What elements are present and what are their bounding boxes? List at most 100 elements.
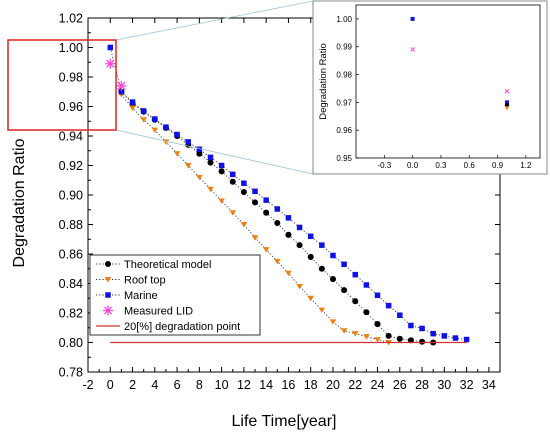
legend-item-measured: Measured LID	[103, 305, 193, 318]
legend-label: Roof top	[124, 275, 166, 287]
x-tick-label: 18	[304, 378, 318, 392]
legend-marker	[104, 277, 112, 283]
x-tick-label: 2	[129, 378, 136, 392]
y-tick-label: 0.86	[59, 248, 83, 262]
rooftop-point	[273, 258, 281, 265]
x-tick-label: -2	[82, 378, 93, 392]
marine-point	[441, 333, 448, 339]
marine-point	[452, 335, 459, 341]
marine-point	[196, 146, 203, 153]
x-tick-label: 14	[259, 378, 273, 392]
marine-point	[241, 180, 247, 186]
marine-point	[129, 99, 136, 105]
marine-point	[419, 325, 425, 332]
legend-label: Marine	[124, 290, 158, 302]
marine-point	[408, 322, 414, 329]
theoretical-point	[296, 242, 303, 249]
rooftop-point	[218, 198, 225, 204]
x-axis-label: Life Time[year]	[232, 413, 337, 430]
legend-marker	[105, 292, 111, 298]
rooftop-point	[262, 247, 270, 253]
legend-marker	[103, 305, 113, 316]
y-tick-label: 0.80	[59, 336, 83, 350]
theoretical-point	[407, 337, 414, 344]
legend-label: Theoretical model	[124, 259, 211, 271]
rooftop-point	[196, 174, 203, 181]
rooftop-point	[251, 235, 259, 241]
marine-point	[174, 131, 180, 138]
marine-point	[307, 233, 314, 240]
inset-x-tick-label: 0.0	[407, 161, 419, 170]
series-marine	[107, 44, 470, 343]
marine-point	[185, 139, 191, 145]
measured-point	[116, 80, 127, 91]
inset-frame	[355, 4, 541, 159]
theoretical-point	[396, 335, 403, 342]
legend-box	[89, 254, 261, 336]
x-tick-label: 12	[237, 378, 251, 392]
rooftop-point	[140, 117, 147, 123]
rooftop-point	[240, 222, 248, 228]
inset-chart: -0.3 0.0 0.3 0.6 0.9 1.2 0.95 0.96 0.97 0.98 0.99 1…	[312, 0, 548, 175]
y-axis-label: Degradation Ratio	[11, 138, 28, 267]
y-tick-label: 0.92	[59, 159, 83, 173]
rooftop-point	[374, 337, 381, 343]
marine-point	[341, 261, 347, 268]
theoretical-point	[285, 231, 292, 238]
inset-measured-point	[410, 47, 415, 52]
theoretical-point	[218, 168, 225, 175]
theoretical-point	[274, 220, 281, 227]
y-tick-label: 0.96	[59, 100, 83, 114]
x-tick-label: 20	[326, 378, 340, 392]
marine-point	[296, 224, 303, 231]
inset-x-tick-label: 0.9	[492, 161, 504, 170]
theoretical-point	[419, 338, 426, 345]
theoretical-point	[318, 265, 325, 272]
theoretical-point	[374, 321, 381, 328]
legend-item-rooftop: Roof top	[96, 275, 166, 287]
theoretical-point	[341, 287, 348, 294]
y-tick-label: 0.88	[59, 218, 83, 232]
rooftop-point	[340, 328, 348, 334]
y-tick-label: 1.02	[59, 12, 83, 26]
x-tick-label: 24	[371, 378, 385, 392]
x-tick-label: 32	[460, 378, 474, 392]
inset-y-axis-label: Degradation Ratio	[318, 43, 329, 120]
legend: Theoretical model Roof top Marine Measured …	[89, 254, 261, 336]
theoretical-point	[207, 159, 214, 166]
series-measured	[105, 58, 127, 91]
y-tick-label: 0.82	[59, 307, 83, 321]
legend-item-theoretical: Theoretical model	[96, 259, 211, 271]
rooftop-point	[229, 210, 237, 216]
theoretical-point	[307, 253, 314, 260]
marine-point	[330, 252, 336, 259]
rooftop-point	[129, 105, 136, 111]
theoretical-point	[240, 189, 247, 196]
inset-x-tick-label: 1.2	[520, 161, 532, 170]
rooftop-point	[318, 307, 326, 314]
marine-point	[263, 197, 269, 203]
marine-point	[230, 171, 236, 178]
legend-label: 20[%] degradation point	[124, 321, 240, 333]
marine-point	[463, 336, 470, 343]
inset-y-tick-label: 0.97	[336, 98, 352, 107]
measured-point	[105, 58, 116, 69]
rooftop-point	[363, 334, 370, 340]
x-tick-label: 10	[215, 378, 229, 392]
x-tick-label: 34	[482, 378, 496, 392]
y-tick-label: 1.00	[59, 41, 83, 55]
x-tick-label: 26	[393, 378, 407, 392]
inset-x-tick-label: 0.6	[464, 161, 476, 170]
x-axis-ticks: -2 0 2 4 6 8 10 12 14 16 18 20 22 24 26 28 30 32 34	[82, 18, 496, 392]
inset-rooftop-point	[504, 106, 510, 111]
rooftop-point	[207, 186, 214, 193]
x-tick-label: 0	[107, 378, 114, 392]
marine-point	[274, 206, 281, 212]
zoom-connector-top	[115, 0, 314, 41]
y-tick-label: 0.98	[59, 71, 83, 85]
inset-y-tick-label: 0.99	[336, 43, 352, 52]
marine-point	[352, 271, 358, 278]
marine-point	[319, 242, 325, 248]
inset-marine-point	[504, 100, 509, 105]
